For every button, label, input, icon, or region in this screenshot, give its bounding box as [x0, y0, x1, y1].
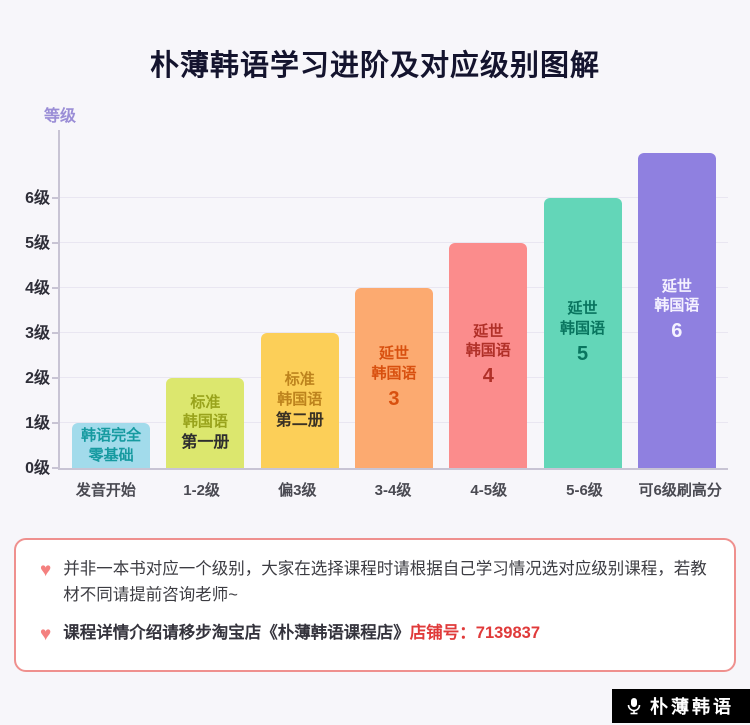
bar-slot: 延世韩国语 5 [535, 130, 629, 468]
bar-label-line: 标准 [284, 371, 315, 389]
bar-label: 标准 韩国语 第二册 [276, 370, 324, 431]
note-segment: 店铺号：7139837 [409, 624, 541, 643]
bar-label-line: 6 [671, 320, 683, 343]
x-tick-label: 1-2级 [183, 482, 220, 499]
bar-label-line: 延世 [567, 300, 598, 317]
bar-label-line: 延世 [661, 277, 692, 295]
y-tick-label: 1级 [25, 415, 50, 432]
y-tick-label: 6级 [25, 190, 50, 207]
bar-label: 延世韩国语 6 [654, 277, 699, 345]
y-tick-mark [52, 197, 60, 199]
x-tick-label: 3-4级 [374, 482, 412, 499]
bar-slot: 延世韩国语 3 [347, 130, 441, 468]
bar-label: 延世韩国语 3 [371, 344, 416, 412]
bar-slot: 标准 韩国语 第一册 [158, 130, 252, 468]
y-tick-mark [52, 332, 60, 334]
y-tick-label: 4级 [25, 280, 50, 297]
bar-label-line: 韩国语 [371, 364, 417, 382]
y-tick-label: 5级 [25, 235, 50, 252]
bar-label-line: 3 [388, 387, 400, 410]
y-tick-mark [52, 287, 60, 289]
bar-label-line: 韩国语 [654, 297, 700, 315]
bar: 延世韩国语 4 [449, 243, 528, 468]
y-tick-mark [52, 242, 60, 244]
bar-label: 延世韩国语 4 [466, 322, 511, 390]
bar-label: 韩语完全 零基础 [81, 426, 141, 466]
bar: 延世韩国语 6 [637, 153, 716, 468]
note-text: 课程详情介绍请移步淘宝店《朴薄韩语课程店》店铺号：7139837 [63, 621, 540, 647]
bar-label-line: 韩国语 [277, 390, 323, 408]
note-segment: 并非一本书对应一个级别，大家在选择课程时请根据自己学习情况选对应级别课程，若教材… [63, 560, 707, 604]
brand-label: 朴薄韩语 [650, 697, 734, 717]
brand-logo: 朴薄韩语 [612, 689, 750, 723]
y-axis-label: 等级 [44, 108, 77, 125]
y-tick-mark [52, 377, 60, 379]
bar: 标准 韩国语 第二册 [260, 333, 339, 468]
bar-label-line: 5 [576, 342, 589, 365]
bar: 延世韩国语 5 [543, 198, 622, 468]
heart-icon: ♥ [40, 624, 52, 646]
bar: 韩语完全 零基础 [72, 423, 151, 468]
gridline [60, 287, 728, 288]
bar-label-line: 4 [482, 365, 494, 388]
bar-chart: 0级 1级 2级 3级 4级 5级 6级 韩语完全 零基础 标准 韩国语 第一册 标准 韩国语 第二册 延世… [20, 130, 728, 500]
notes-box: ♥ 并非一本书对应一个级别，大家在选择课程时请根据自己学习情况选对应级别课程，若教… [14, 538, 736, 672]
gridline [60, 197, 728, 198]
bar-slot: 标准 韩国语 第二册 [253, 130, 347, 468]
bar-label-line: 第二册 [275, 411, 324, 429]
bar: 标准 韩国语 第一册 [166, 378, 245, 468]
x-axis-labels: 发音开始 1-2级 偏3级 3-4级 4-5级 5-6级 可6级刷高分 [58, 479, 728, 500]
bar-label-line: 韩语完全 [81, 426, 142, 444]
heart-icon: ♥ [40, 560, 52, 581]
note-segment: 课程详情介绍请移步淘宝店《朴薄韩语课程店》 [63, 624, 410, 643]
bar-label-line: 延世 [378, 345, 409, 362]
bar-label-line: 韩国语 [182, 413, 228, 431]
bar: 延世韩国语 3 [354, 288, 433, 468]
x-tick-label: 5-6级 [566, 482, 603, 499]
gridline [60, 242, 728, 243]
plot-area: 0级 1级 2级 3级 4级 5级 6级 韩语完全 零基础 标准 韩国语 第一册 标准 韩国语 第二册 延世… [25, 130, 728, 477]
note-text: 并非一本书对应一个级别，大家在选择课程时请根据自己学习情况选对应级别课程，若教材… [63, 557, 710, 608]
x-tick-label: 4-5级 [470, 482, 508, 499]
bar-label-line: 韩国语 [560, 319, 606, 337]
bar-label-line: 延世 [473, 322, 504, 340]
bar-label: 标准 韩国语 第一册 [181, 393, 229, 454]
bars-container: 韩语完全 零基础 标准 韩国语 第一册 标准 韩国语 第二册 延世 韩国语 3 延世 韩国语 4 延世 韩国语… [60, 130, 728, 468]
y-tick-mark [52, 422, 60, 424]
bar-slot: 韩语完全 零基础 [64, 130, 158, 468]
note-item: ♥ 并非一本书对应一个级别，大家在选择课程时请根据自己学习情况选对应级别课程，若教… [40, 557, 710, 608]
y-tick-label: 2级 [25, 370, 50, 387]
bar-label-line: 第一册 [181, 434, 230, 452]
notes-list: ♥ 并非一本书对应一个级别，大家在选择课程时请根据自己学习情况选对应级别课程，若教… [40, 557, 710, 649]
page-title: 朴薄韩语学习进阶及对应级别图解 [149, 50, 600, 82]
bar-label: 延世韩国语 5 [560, 299, 605, 367]
y-tick-label: 3级 [25, 325, 50, 342]
bar-label-line: 韩国语 [465, 342, 511, 360]
microphone-icon [626, 697, 642, 715]
x-tick-label: 偏3级 [278, 482, 317, 499]
x-tick-label: 发音开始 [75, 482, 136, 499]
bar-label-line: 标准 [190, 393, 221, 411]
bar-slot: 延世韩国语 4 [441, 130, 535, 468]
y-tick-label: 0级 [25, 460, 50, 477]
x-tick-label: 可6级刷高分 [638, 482, 722, 499]
y-tick-mark [52, 467, 60, 469]
bar-label-line: 零基础 [88, 446, 134, 464]
note-item: ♥ 课程详情介绍请移步淘宝店《朴薄韩语课程店》店铺号：7139837 [40, 621, 710, 649]
bar-slot: 延世韩国语 6 [630, 130, 724, 468]
